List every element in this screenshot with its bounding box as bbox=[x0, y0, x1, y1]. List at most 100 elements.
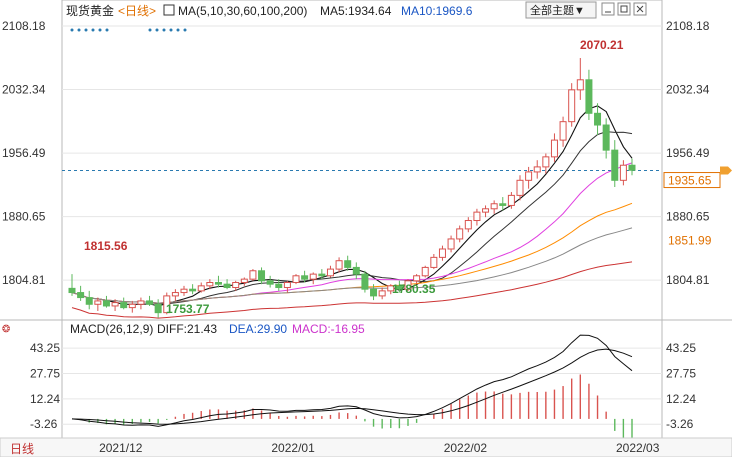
candle-body bbox=[619, 164, 627, 181]
candle-body bbox=[594, 112, 602, 126]
candle-body bbox=[335, 260, 343, 270]
candle-body bbox=[301, 275, 309, 280]
macd-tick-left: 43.25 bbox=[30, 341, 60, 355]
signal-dot bbox=[77, 28, 81, 32]
candle-body bbox=[309, 273, 317, 280]
candle-body bbox=[473, 211, 481, 222]
time-tick-label: 2022/02 bbox=[444, 441, 488, 455]
candle-body bbox=[421, 266, 429, 277]
candle-body bbox=[533, 166, 541, 173]
candle-body bbox=[516, 179, 524, 196]
candle-body bbox=[542, 156, 550, 168]
signal-dot bbox=[155, 28, 159, 32]
candle-body bbox=[214, 281, 222, 285]
current-price-marker-icon bbox=[720, 166, 732, 175]
diff-line bbox=[71, 334, 633, 427]
candle-body bbox=[292, 275, 300, 283]
restore-icon-box bbox=[620, 5, 628, 13]
candle-body bbox=[111, 302, 119, 307]
price-tick-right: 1956.49 bbox=[666, 146, 710, 160]
candle-body bbox=[232, 281, 240, 289]
price-tick-left: 2108.18 bbox=[2, 19, 46, 33]
current-price-box bbox=[663, 172, 721, 189]
price-tick-right: 1880.65 bbox=[666, 210, 710, 224]
candle-body bbox=[628, 164, 636, 171]
candle-body bbox=[240, 278, 248, 283]
candle-body bbox=[94, 300, 102, 305]
candle-body bbox=[611, 149, 619, 181]
minimize-icon[interactable] bbox=[601, 2, 615, 16]
signal-dot bbox=[91, 28, 95, 32]
signal-dot bbox=[70, 28, 74, 32]
restore-icon[interactable] bbox=[617, 2, 631, 16]
period-tab[interactable]: 日线 bbox=[10, 442, 34, 456]
signal-dot bbox=[176, 28, 180, 32]
candle-body bbox=[378, 290, 386, 297]
candle-body bbox=[404, 280, 412, 290]
candle-body bbox=[550, 139, 558, 158]
time-axis: 2021/12 2022/01 2022/02 2022/03 bbox=[99, 441, 660, 455]
price-tick-left: 1880.65 bbox=[2, 210, 46, 224]
annotation-left-high: 1815.56 bbox=[84, 239, 128, 253]
candle-body bbox=[189, 288, 197, 292]
candle-body bbox=[146, 300, 154, 305]
candle-body bbox=[507, 194, 515, 206]
macd-tick-right: 27.75 bbox=[666, 367, 696, 381]
candle-body bbox=[568, 89, 576, 123]
annotation-low-b: 1780.35 bbox=[392, 282, 436, 296]
candle-body bbox=[77, 292, 85, 299]
candle-body bbox=[464, 220, 472, 230]
macd-gear-icon[interactable]: ❂ bbox=[2, 324, 10, 335]
candle-body bbox=[370, 288, 378, 297]
candle-body bbox=[499, 203, 507, 206]
macd-lines bbox=[71, 334, 633, 427]
price-axis: 1804.81 1804.81 1880.65 1880.65 1956.49 1956.… bbox=[2, 19, 710, 287]
period-label[interactable]: <日线> bbox=[118, 4, 156, 18]
candle-body bbox=[128, 303, 136, 309]
theme-dropdown[interactable] bbox=[525, 1, 597, 19]
close-icon-x bbox=[636, 5, 644, 13]
candle-body bbox=[387, 285, 395, 292]
candle-body bbox=[447, 238, 455, 250]
ma200-line bbox=[71, 261, 633, 319]
candle-body bbox=[102, 300, 110, 307]
candlesticks bbox=[68, 58, 636, 318]
candle-body bbox=[171, 292, 179, 297]
macd-tick-left: -3.26 bbox=[30, 417, 58, 431]
time-tick-label: 2022/03 bbox=[616, 441, 660, 455]
candle-body bbox=[559, 121, 567, 141]
signal-dot bbox=[84, 28, 88, 32]
candle-body bbox=[490, 203, 498, 210]
signal-dots bbox=[70, 28, 187, 32]
ma5-value: MA5:1934.64 bbox=[320, 4, 392, 18]
annotation-high: 2070.21 bbox=[580, 38, 624, 52]
macd-value: MACD:-16.95 bbox=[292, 322, 365, 336]
candle-body bbox=[180, 288, 188, 294]
candle-body bbox=[197, 285, 205, 292]
candle-body bbox=[413, 275, 421, 282]
annotation-low-a: 1753.77 bbox=[166, 302, 210, 316]
current-price-label: 1935.65 bbox=[668, 174, 712, 188]
candle-body bbox=[283, 281, 291, 289]
symbol-title: 现货黄金 bbox=[66, 3, 114, 18]
candle-body bbox=[525, 171, 533, 181]
candle-body bbox=[154, 303, 162, 314]
time-tick-label: 2021/12 bbox=[99, 441, 143, 455]
candle-body bbox=[482, 208, 490, 213]
ma10-value: MA10:1969.6 bbox=[401, 4, 473, 18]
candle-body bbox=[438, 248, 446, 258]
candle-body bbox=[430, 256, 438, 268]
ma-toggle-icon[interactable] bbox=[163, 4, 175, 16]
price-tick-left: 1804.81 bbox=[2, 273, 46, 287]
ma-label: MA(5,10,30,60,100,200) bbox=[178, 4, 307, 18]
dea-line bbox=[71, 348, 633, 425]
signal-dot bbox=[169, 28, 173, 32]
macd-histogram bbox=[79, 374, 633, 447]
time-tick-label: 2022/01 bbox=[271, 441, 315, 455]
candle-body bbox=[318, 273, 326, 277]
signal-dot bbox=[183, 28, 187, 32]
signal-dot bbox=[162, 28, 166, 32]
ma5-line bbox=[71, 105, 633, 307]
